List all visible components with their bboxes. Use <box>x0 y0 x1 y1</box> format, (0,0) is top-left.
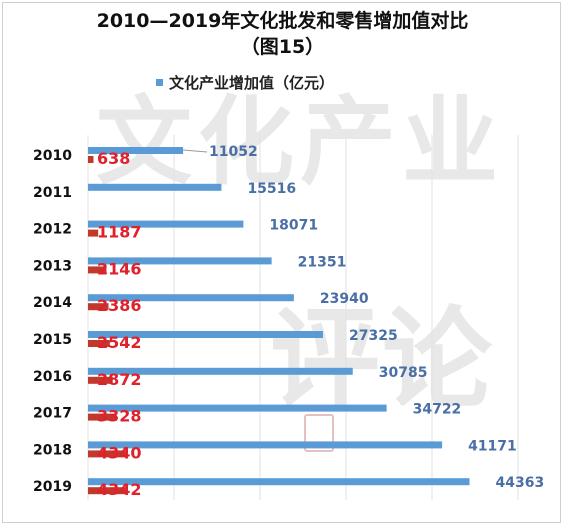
bar-blue <box>88 257 272 265</box>
bar-red <box>88 376 113 384</box>
data-label-blue: 27325 <box>349 328 398 344</box>
data-label-blue: 21351 <box>298 254 347 270</box>
bar-red <box>88 266 107 274</box>
bar-red <box>88 413 117 421</box>
bar-red <box>88 450 126 458</box>
y-tick-label: 2016 <box>33 369 72 385</box>
data-label-blue: 15516 <box>247 181 296 197</box>
chart-legend: 文化产业增加值（亿元） <box>156 73 335 92</box>
chart-title: 2010—2019年文化批发和零售增加值对比 <box>96 10 469 32</box>
y-tick-label: 2010 <box>33 148 72 164</box>
bar-blue <box>88 441 443 449</box>
bar-red <box>88 156 94 163</box>
y-tick-label: 2018 <box>33 442 72 458</box>
data-label-red: 2386 <box>97 296 142 315</box>
y-tick-label: 2015 <box>33 332 72 348</box>
data-label-red: 2542 <box>97 333 142 352</box>
y-tick-label: 2017 <box>33 406 72 422</box>
y-tick-label: 2011 <box>33 185 72 201</box>
bar-blue <box>88 147 184 154</box>
bar-red <box>88 487 126 495</box>
data-label-red: 2872 <box>97 370 142 389</box>
y-tick-label: 2013 <box>33 258 72 274</box>
bar-red <box>88 229 99 237</box>
legend-label: 文化产业增加值（亿元） <box>169 73 335 92</box>
bar-blue <box>88 331 323 338</box>
bar-red <box>88 303 109 311</box>
y-tick-label: 2019 <box>33 479 72 495</box>
y-tick-label: 2012 <box>33 222 72 238</box>
data-label-red: 4340 <box>97 443 142 462</box>
data-label-red: 638 <box>97 149 130 168</box>
data-label-blue: 44363 <box>496 475 545 491</box>
data-label-red: 3328 <box>97 407 142 426</box>
bar-blue <box>88 183 222 191</box>
bar-red <box>88 340 110 347</box>
leader-line <box>183 149 208 153</box>
bar-blue <box>88 478 470 486</box>
chart-subtitle: （图15） <box>240 36 325 58</box>
data-label-red: 1187 <box>97 223 142 242</box>
bar-blue <box>88 404 387 412</box>
data-label-blue: 11052 <box>209 144 258 160</box>
data-label-blue: 18071 <box>269 218 318 234</box>
data-label-red: 2146 <box>97 259 142 278</box>
data-label-blue: 34722 <box>413 402 462 418</box>
bar-blue <box>88 294 294 302</box>
bar-blue <box>88 220 244 228</box>
data-label-blue: 23940 <box>320 291 369 307</box>
bar-blue <box>88 367 353 375</box>
data-label-blue: 30785 <box>379 365 428 381</box>
y-tick-label: 2014 <box>33 295 72 311</box>
watermark-seal <box>304 414 334 452</box>
data-label-red: 4342 <box>97 480 142 499</box>
data-label-blue: 41171 <box>468 438 517 454</box>
legend-swatch-blue <box>156 78 163 86</box>
